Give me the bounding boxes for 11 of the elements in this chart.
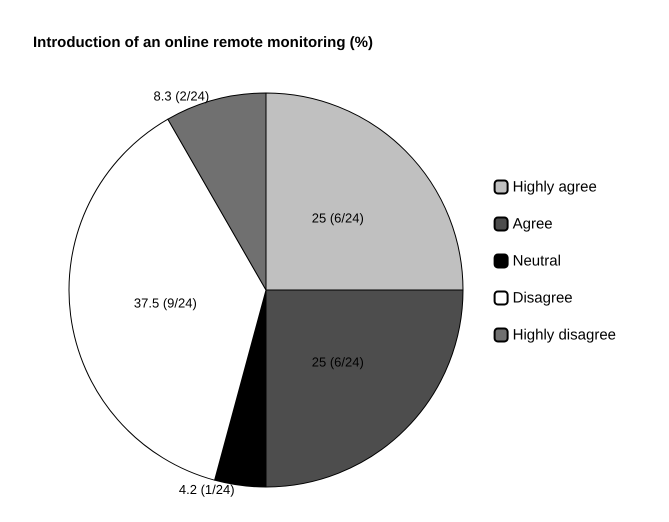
data-label: 25 (6/24) [312,210,364,226]
legend-label: Disagree [512,290,573,306]
legend-label: Highly disagree [512,326,616,344]
data-label: 4.2 (1/24) [178,482,235,497]
chart-title: Introduction of an online remote monitoring (%) [33,34,373,51]
data-label: 8.3 (2/24) [154,88,210,104]
legend-label: Agree [512,216,553,232]
legend-label: Highly agree [512,178,597,196]
data-label: 37.5 (9/24) [134,296,197,311]
legend-label: Neutral [512,252,561,270]
data-label: 25 (6/24) [312,354,364,370]
